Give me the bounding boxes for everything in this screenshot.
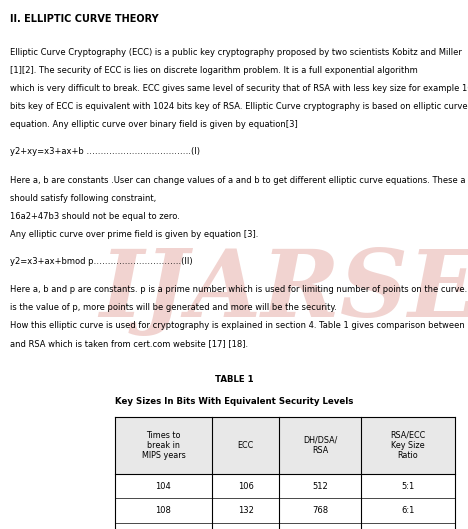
Text: 16a2+47b3 should not be equal to zero.: 16a2+47b3 should not be equal to zero.	[10, 212, 180, 221]
Text: 132: 132	[238, 506, 254, 515]
Text: Elliptic Curve Cryptography (ECC) is a public key cryptography proposed by two s: Elliptic Curve Cryptography (ECC) is a p…	[10, 48, 462, 57]
Text: II. ELLIPTIC CURVE THEORY: II. ELLIPTIC CURVE THEORY	[10, 14, 159, 24]
Text: 512: 512	[312, 482, 328, 491]
Text: DH/DSA/
RSA: DH/DSA/ RSA	[303, 436, 337, 455]
Text: IJARSE: IJARSE	[100, 246, 468, 336]
Text: How this elliptic curve is used for cryptography is explained in section 4. Tabl: How this elliptic curve is used for cryp…	[10, 321, 468, 330]
Text: 108: 108	[155, 506, 171, 515]
Text: Times to
break in
MIPS years: Times to break in MIPS years	[141, 431, 185, 460]
Text: RSA/ECC
Key Size
Ratio: RSA/ECC Key Size Ratio	[390, 431, 426, 460]
Text: TABLE 1: TABLE 1	[215, 375, 253, 384]
Text: bits key of ECC is equivalent with 1024 bits key of RSA. Elliptic Curve cryptogr: bits key of ECC is equivalent with 1024 …	[10, 102, 468, 111]
Text: equation. Any elliptic curve over binary field is given by equation[3]: equation. Any elliptic curve over binary…	[10, 120, 298, 129]
Text: 104: 104	[155, 482, 171, 491]
Text: Here a, b are constants .User can change values of a and b to get different elli: Here a, b are constants .User can change…	[10, 176, 468, 185]
Text: 5:1: 5:1	[402, 482, 415, 491]
Text: y2+xy=x3+ax+b ……………………………….(I): y2+xy=x3+ax+b ……………………………….(I)	[10, 147, 200, 156]
Text: 106: 106	[238, 482, 254, 491]
Text: [1][2]. The security of ECC is lies on discrete logarithm problem. It is a full : [1][2]. The security of ECC is lies on d…	[10, 66, 418, 75]
Text: Here a, b and p are constants. p is a prime number which is used for limiting nu: Here a, b and p are constants. p is a pr…	[10, 285, 468, 294]
Text: should satisfy following constraint,: should satisfy following constraint,	[10, 194, 156, 203]
Text: 6:1: 6:1	[402, 506, 415, 515]
Text: Any elliptic curve over prime field is given by equation [3].: Any elliptic curve over prime field is g…	[10, 230, 259, 239]
Text: and RSA which is taken from cert.com website [17] [18].: and RSA which is taken from cert.com web…	[10, 339, 249, 348]
Text: 768: 768	[312, 506, 328, 515]
Text: y2=x3+ax+bmod p………………………….(II): y2=x3+ax+bmod p………………………….(II)	[10, 257, 193, 266]
Bar	[115, 417, 455, 474]
Text: is the value of p, more points will be generated and more will be the security.: is the value of p, more points will be g…	[10, 303, 337, 312]
Text: Key Sizes In Bits With Equivalent Security Levels: Key Sizes In Bits With Equivalent Securi…	[115, 397, 353, 406]
Text: which is very difficult to break. ECC gives same level of security that of RSA w: which is very difficult to break. ECC gi…	[10, 84, 468, 93]
Text: ECC: ECC	[237, 441, 254, 450]
